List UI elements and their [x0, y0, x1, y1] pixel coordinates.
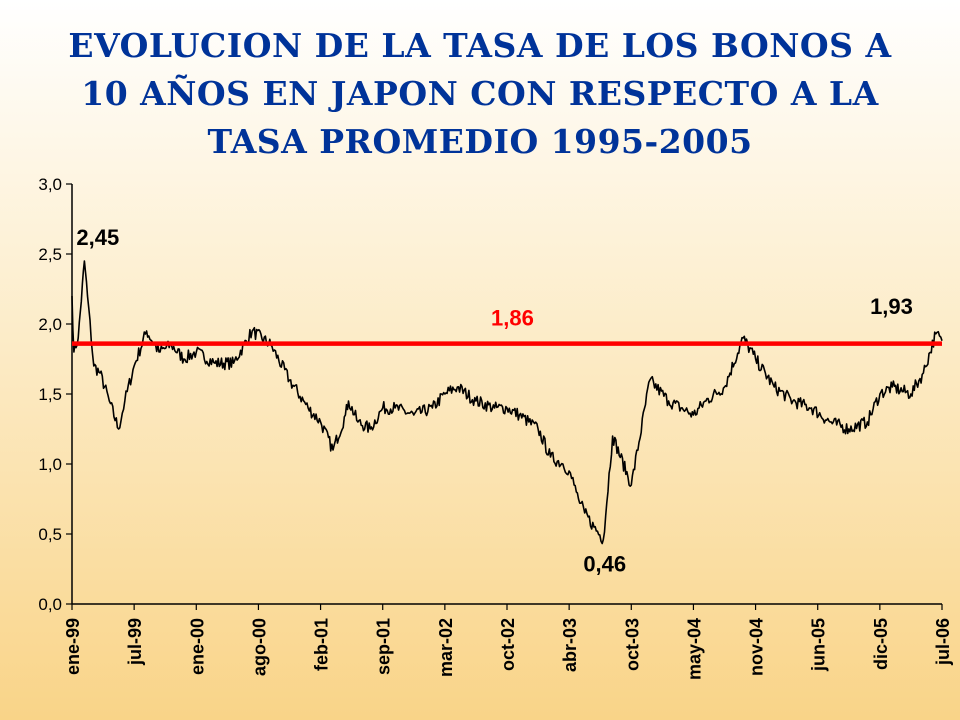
rate-series-line: [71, 260, 943, 545]
y-tick-label: 3,0: [38, 175, 62, 194]
annotation-label: 1,93: [870, 294, 913, 319]
x-tick-label: mar-02: [436, 618, 456, 677]
x-tick-label: abr-03: [560, 618, 580, 672]
x-tick-label: jun-05: [809, 618, 829, 672]
title-line-3: TASA PROMEDIO 1995-2005: [207, 122, 753, 161]
x-tick-label: jul-99: [125, 618, 145, 666]
x-tick-label: oct-02: [498, 618, 518, 671]
x-tick-label: dic-05: [871, 618, 891, 670]
x-tick-label: feb-01: [312, 618, 332, 671]
y-tick-label: 1,5: [38, 385, 62, 404]
x-tick-label: sep-01: [374, 618, 394, 675]
x-tick-label: jul-06: [933, 618, 953, 666]
y-tick-label: 2,5: [38, 245, 62, 264]
x-tick-label: oct-03: [622, 618, 642, 671]
annotation-label: 2,45: [76, 225, 119, 250]
chart-title: EVOLUCION DE LA TASA DE LOS BONOS A 10 A…: [20, 22, 940, 166]
y-tick-label: 0,0: [38, 595, 62, 614]
y-tick-label: 2,0: [38, 315, 62, 334]
x-tick-label: ene-00: [187, 618, 207, 675]
x-tick-label: ene-99: [63, 618, 83, 675]
annotation-label: 1,86: [491, 306, 534, 331]
title-line-2: 10 AÑOS EN JAPON CON RESPECTO A LA: [81, 74, 879, 113]
title-line-1: EVOLUCION DE LA TASA DE LOS BONOS A: [68, 26, 892, 65]
x-tick-label: ago-00: [249, 618, 269, 676]
annotation-label: 0,46: [583, 552, 626, 577]
x-tick-label: nov-04: [747, 618, 767, 676]
y-tick-label: 0,5: [38, 525, 62, 544]
x-tick-label: may-04: [684, 618, 704, 680]
y-tick-label: 1,0: [38, 455, 62, 474]
